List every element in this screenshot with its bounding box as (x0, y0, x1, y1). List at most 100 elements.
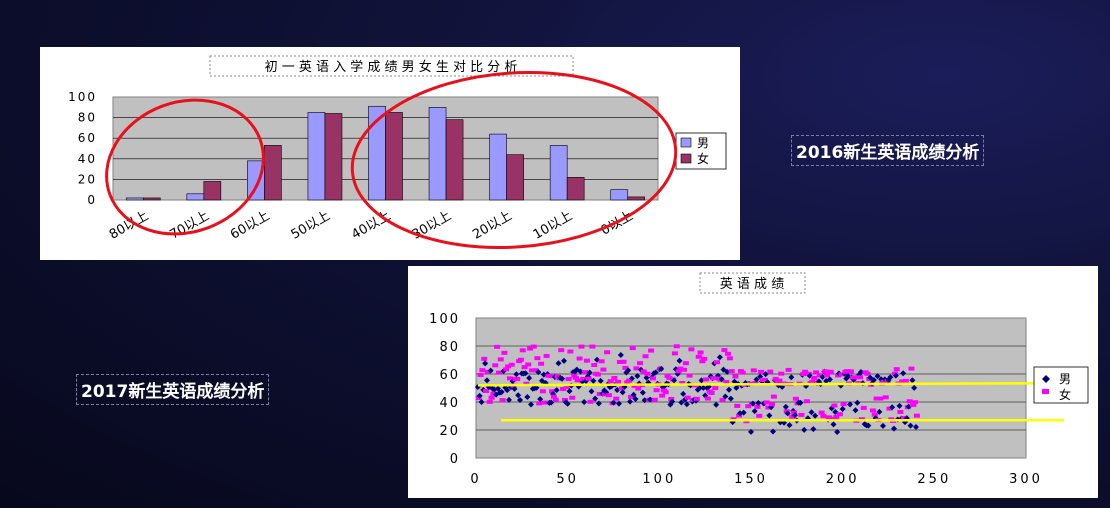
scatter-point-male (632, 396, 639, 403)
scatter-point-male (641, 397, 648, 404)
scatter-point-male (834, 429, 841, 436)
scatter-point-male (891, 425, 897, 432)
scatter-point-female (719, 397, 726, 402)
scatter-point-female (569, 395, 576, 400)
scatter-point-male (909, 377, 916, 384)
scatter-point-female (637, 361, 644, 366)
bar-y-tick-label: 20 (78, 172, 97, 186)
scatter-point-female (521, 365, 528, 370)
scatter-point-male (495, 385, 501, 392)
scatter-point-female (673, 344, 680, 349)
bar-female-2 (264, 145, 282, 201)
scatter-point-female (871, 412, 878, 417)
scatter-point-female (886, 406, 893, 411)
scatter-point-female (677, 366, 684, 371)
scatter-point-male (727, 395, 734, 402)
scatter-point-female (486, 399, 493, 404)
scatter-point-male (812, 412, 819, 419)
scatter-legend-label-female: 女 (1059, 387, 1071, 402)
scatter-point-female (880, 379, 887, 384)
scatter-point-male (588, 388, 595, 395)
scatter-point-female (560, 387, 567, 392)
scatter-point-female (803, 399, 810, 404)
scatter-point-male (595, 400, 602, 407)
bar-female-4 (385, 112, 403, 201)
scatter-point-female (626, 378, 633, 383)
scatter-point-female (809, 379, 816, 384)
scatter-point-male (683, 401, 690, 408)
scatter-point-female (688, 347, 695, 352)
scatter-point-male (733, 384, 740, 391)
scatter-point-male (715, 372, 721, 379)
bar-y-tick-label: 60 (78, 131, 97, 145)
scatter-point-female (844, 369, 851, 374)
scatter-point-male (696, 385, 703, 392)
scatter-point-male (815, 378, 822, 385)
scatter-point-male (537, 396, 544, 403)
scatter-point-female (618, 386, 625, 391)
scatter-point-female (789, 414, 796, 419)
scatter-point-female (583, 358, 590, 363)
scatter-point-female (778, 371, 785, 376)
scatter-point-male (678, 399, 685, 406)
scatter-point-female (582, 370, 589, 375)
scatter-point-female (488, 395, 495, 400)
scatter-point-male (478, 398, 485, 405)
scatter-point-male (784, 410, 791, 417)
bar-male-5 (428, 106, 447, 201)
scatter-point-female (769, 402, 776, 407)
scatter-point-male (539, 377, 545, 384)
scatter-point-female (523, 381, 530, 386)
label-2016: 2016新生英语成绩分析 (791, 135, 985, 166)
scatter-point-female (712, 386, 719, 391)
scatter-point-male (700, 384, 707, 391)
scatter-point-female (703, 377, 710, 382)
scatter-point-female (596, 391, 603, 396)
scatter-point-female (897, 409, 904, 414)
scatter-point-female (563, 384, 570, 389)
scatter-point-female (697, 350, 704, 355)
scatter-point-male (643, 374, 650, 381)
scatter-y-tick-label: 0 (450, 452, 460, 467)
scatter-point-male (586, 369, 593, 376)
scatter-y-tick-label: 80 (439, 340, 460, 355)
scatter-point-female (902, 378, 909, 383)
bar-female-3 (324, 113, 343, 201)
scatter-point-female (847, 369, 854, 374)
scatter-point-female (723, 380, 730, 385)
bar-x-tick-label: 20以上 (470, 208, 514, 242)
scatter-point-female (721, 348, 728, 353)
bar-female-6 (506, 154, 524, 201)
scatter-point-female (484, 369, 491, 374)
scatter-point-male (892, 372, 899, 379)
scatter-point-male (792, 412, 798, 419)
scatter-point-female (825, 415, 832, 420)
scatter-y-tick-label: 20 (439, 424, 460, 439)
annotation-circle-low (350, 70, 678, 250)
scatter-point-female (580, 376, 587, 381)
scatter-point-female (613, 396, 620, 401)
bar-chart-title-box (209, 55, 574, 77)
bar-legend-swatch-female (680, 153, 692, 164)
scatter-point-male (748, 428, 754, 435)
scatter-point-female (906, 399, 913, 404)
scatter-point-male (722, 393, 729, 400)
scatter-point-female (798, 412, 805, 417)
scatter-point-female (528, 368, 535, 373)
scatter-point-male (658, 365, 665, 372)
scatter-point-male (504, 387, 511, 394)
scatter-point-female (792, 396, 799, 401)
scatter-point-male (559, 375, 566, 382)
scatter-point-female (629, 346, 636, 351)
bar-female-0 (142, 197, 161, 201)
scatter-point-female (527, 346, 534, 351)
scatter-point-female (503, 367, 510, 372)
scatter-point-female (547, 374, 554, 379)
scatter-point-male (561, 357, 567, 364)
scatter-point-female (627, 394, 634, 399)
scatter-point-male (583, 378, 589, 385)
scatter-point-female (483, 388, 490, 393)
scatter-point-female (710, 376, 717, 381)
scatter-point-female (616, 359, 623, 364)
scatter-point-male (913, 423, 919, 430)
